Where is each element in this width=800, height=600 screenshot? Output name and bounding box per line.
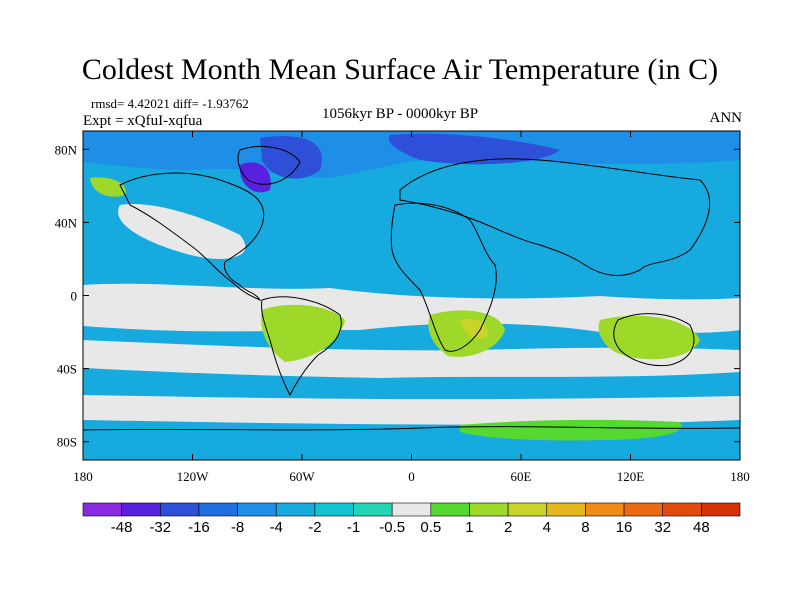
field-greenland-cold: [260, 136, 322, 179]
colorbar-label: -48: [111, 519, 133, 536]
colorbar-label: -4: [270, 519, 283, 536]
temperature-field: [83, 131, 740, 460]
colorbar-label: -1: [347, 519, 360, 536]
field-antarctic-neutral: [83, 395, 740, 425]
coastlines: [83, 145, 740, 431]
colorbar: -48 -32 -16 -8 -4 -2 -1 -0.5 0.5 1 2 4 8 16 32 48: [82, 502, 741, 536]
colorbar-swatch: [701, 502, 741, 517]
y-tick-label: 80N: [55, 142, 78, 157]
colorbar-swatch: [546, 502, 586, 517]
colorbar-label: 4: [543, 519, 551, 536]
australia-coast: [613, 313, 695, 367]
colorbar-swatch: [623, 502, 664, 517]
x-tick-label: 120W: [177, 469, 210, 484]
antarctica-coast: [83, 426, 740, 431]
colorbar-swatch: [198, 502, 238, 517]
rmsd-diff-text: rmsd= 4.42021 diff= -1.93762: [91, 96, 249, 111]
x-tick-label: 60W: [289, 469, 315, 484]
x-tick-label: 180: [730, 469, 750, 484]
x-tick-label: 180: [73, 469, 93, 484]
field-south-america-warm: [261, 304, 345, 362]
south-america-coast: [261, 296, 342, 397]
field-pacific-neutral: [118, 204, 246, 259]
x-axis: 180 120W 60W 0 60E 120E 180: [73, 131, 750, 484]
north-america-coast: [119, 172, 265, 302]
colorbar-swatch: [82, 502, 122, 517]
colorbar-swatch: [585, 502, 625, 517]
season-text: ANN: [709, 110, 743, 126]
field-southern-neutral: [83, 340, 740, 378]
colorbar-swatch: [237, 502, 277, 517]
experiment-text: Expt = xQfuI-xqfua: [83, 113, 203, 129]
x-tick-label: 120E: [617, 469, 645, 484]
field-africa-warm: [428, 310, 505, 357]
colorbar-label: -16: [188, 519, 210, 536]
y-tick-label: 80S: [57, 435, 77, 450]
colorbar-swatch: [159, 502, 200, 517]
x-tick-label: 0: [408, 469, 415, 484]
colorbar-swatch: [662, 502, 702, 517]
africa-coast: [390, 202, 497, 352]
colorbar-label: -2: [308, 519, 321, 536]
field-antarctic-warm: [460, 419, 682, 441]
colorbar-label: 16: [616, 519, 633, 536]
colorbar-swatch: [507, 502, 548, 517]
field-alaska-warm: [90, 177, 126, 197]
colorbar-label: -0.5: [379, 519, 405, 536]
colorbar-label: 1: [465, 519, 473, 536]
colorbar-swatch: [275, 502, 316, 517]
colorbar-label: 32: [654, 519, 671, 536]
colorbar-swatch: [353, 502, 393, 517]
colorbar-label: -8: [231, 519, 244, 536]
colorbar-label: 8: [581, 519, 589, 536]
y-tick-label: 40N: [55, 215, 78, 230]
colorbar-swatch: [469, 502, 509, 517]
field-africa-core: [460, 318, 489, 339]
y-axis: 80N 40N 0 40S 80S: [55, 142, 740, 450]
colorbar-swatch: [314, 502, 354, 517]
field-australia-warm: [598, 315, 700, 360]
colorbar-label: 48: [693, 519, 710, 536]
eurasia-coast: [399, 158, 710, 276]
field-tropical-neutral: [83, 283, 740, 333]
x-tick-label: 60E: [511, 469, 532, 484]
colorbar-label: 2: [504, 519, 512, 536]
colorbar-swatch: [391, 502, 432, 517]
colorbar-label: -32: [149, 519, 171, 536]
field-scandinavia-cold: [388, 133, 560, 165]
chart-title: Coldest Month Mean Surface Air Temperatu…: [81, 53, 719, 86]
y-tick-label: 0: [71, 289, 78, 304]
period-text: 1056kyr BP - 0000kyr BP: [321, 106, 479, 122]
colorbar-label: 0.5: [420, 519, 441, 536]
y-tick-label: 40S: [57, 362, 77, 377]
greenland-coast: [237, 145, 301, 185]
colorbar-swatch: [430, 502, 470, 517]
colorbar-swatch: [121, 502, 161, 517]
